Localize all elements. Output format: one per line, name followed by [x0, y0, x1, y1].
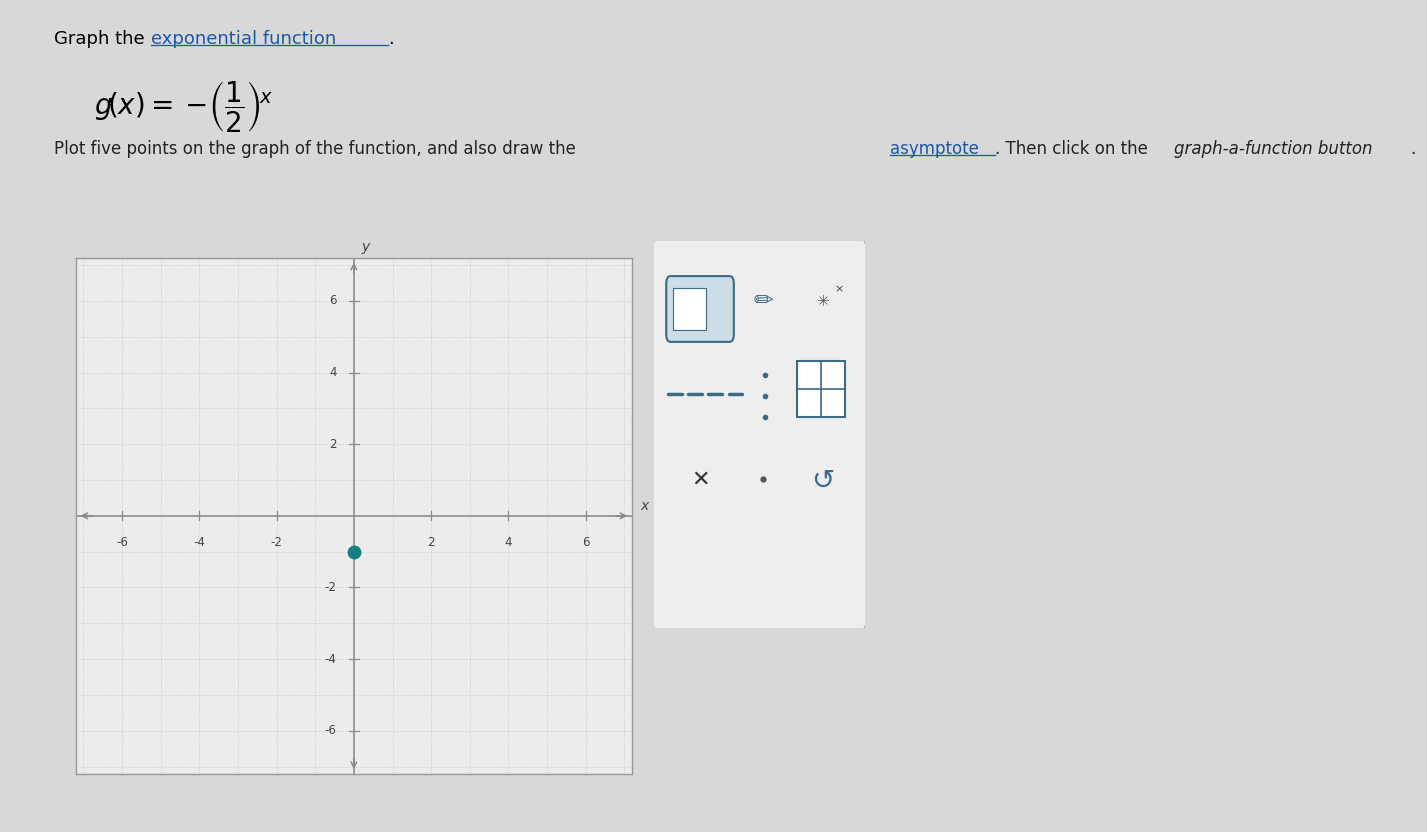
Text: -4: -4	[194, 536, 205, 548]
Text: ✏: ✏	[753, 290, 773, 313]
Text: -6: -6	[324, 725, 337, 737]
Text: asymptote: asymptote	[890, 140, 979, 158]
Text: Graph the: Graph the	[54, 30, 151, 48]
Text: . Then click on the: . Then click on the	[995, 140, 1153, 158]
Text: exponential function: exponential function	[151, 30, 337, 48]
Text: 4: 4	[505, 536, 512, 548]
Text: -2: -2	[271, 536, 283, 548]
FancyBboxPatch shape	[666, 276, 733, 342]
Text: Plot five points on the graph of the function, and also draw the: Plot five points on the graph of the fun…	[54, 140, 581, 158]
Text: ✳: ✳	[816, 294, 829, 309]
Text: $g\!\left(x\right)=-\!\left(\dfrac{1}{2}\right)^{\!x}$: $g\!\left(x\right)=-\!\left(\dfrac{1}{2}…	[94, 79, 274, 134]
Text: -2: -2	[324, 581, 337, 594]
FancyBboxPatch shape	[652, 237, 866, 632]
Text: 2: 2	[330, 438, 337, 451]
Text: -6: -6	[116, 536, 128, 548]
Text: .: .	[1410, 140, 1416, 158]
Text: y: y	[361, 240, 370, 255]
Text: .: .	[388, 30, 394, 48]
Text: 6: 6	[582, 536, 589, 548]
Text: ×: ×	[835, 285, 845, 295]
FancyBboxPatch shape	[798, 361, 845, 418]
Text: 6: 6	[330, 295, 337, 307]
Text: ↺: ↺	[811, 467, 835, 495]
FancyBboxPatch shape	[672, 288, 706, 330]
Text: graph-a-function button: graph-a-function button	[1174, 140, 1373, 158]
Text: 2: 2	[428, 536, 435, 548]
Text: -4: -4	[324, 652, 337, 666]
Text: 4: 4	[330, 366, 337, 379]
Text: ✕: ✕	[691, 469, 709, 489]
Text: x: x	[639, 499, 648, 513]
